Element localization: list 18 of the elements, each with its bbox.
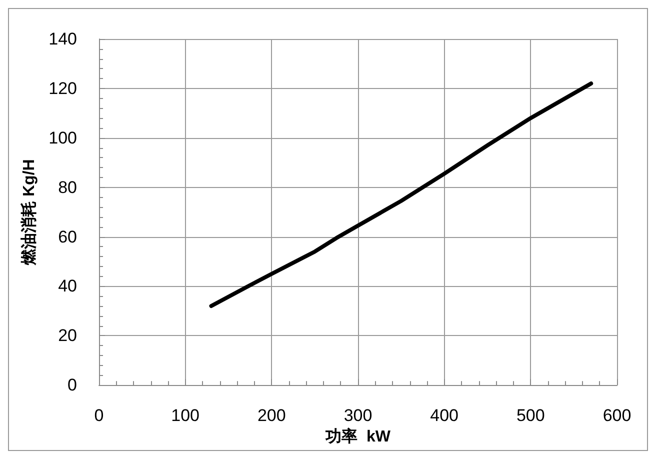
x-axis-title: 功率 kW: [324, 426, 392, 446]
y-axis-title: 燃油消耗 Kg/H: [20, 159, 38, 266]
y-tick-label: 80: [58, 178, 77, 197]
y-tick-label: 60: [58, 227, 77, 246]
y-tick-label: 140: [48, 30, 77, 48]
x-tick-label: 100: [171, 406, 200, 426]
x-tick-label: 0: [94, 406, 104, 426]
x-tick-label: 600: [602, 406, 632, 426]
y-tick-label: 100: [48, 128, 77, 148]
line-series: [209, 82, 594, 308]
y-tick-label: 0: [68, 376, 77, 395]
y-tick-label: 120: [48, 78, 77, 98]
x-tick-label: 200: [257, 406, 286, 426]
x-tick-label: 300: [344, 406, 372, 426]
y-tick-label: 20: [58, 326, 77, 346]
x-tick-label: 500: [516, 406, 545, 426]
x-tick-label: 400: [430, 406, 459, 426]
y-tick-label: 40: [58, 276, 77, 296]
